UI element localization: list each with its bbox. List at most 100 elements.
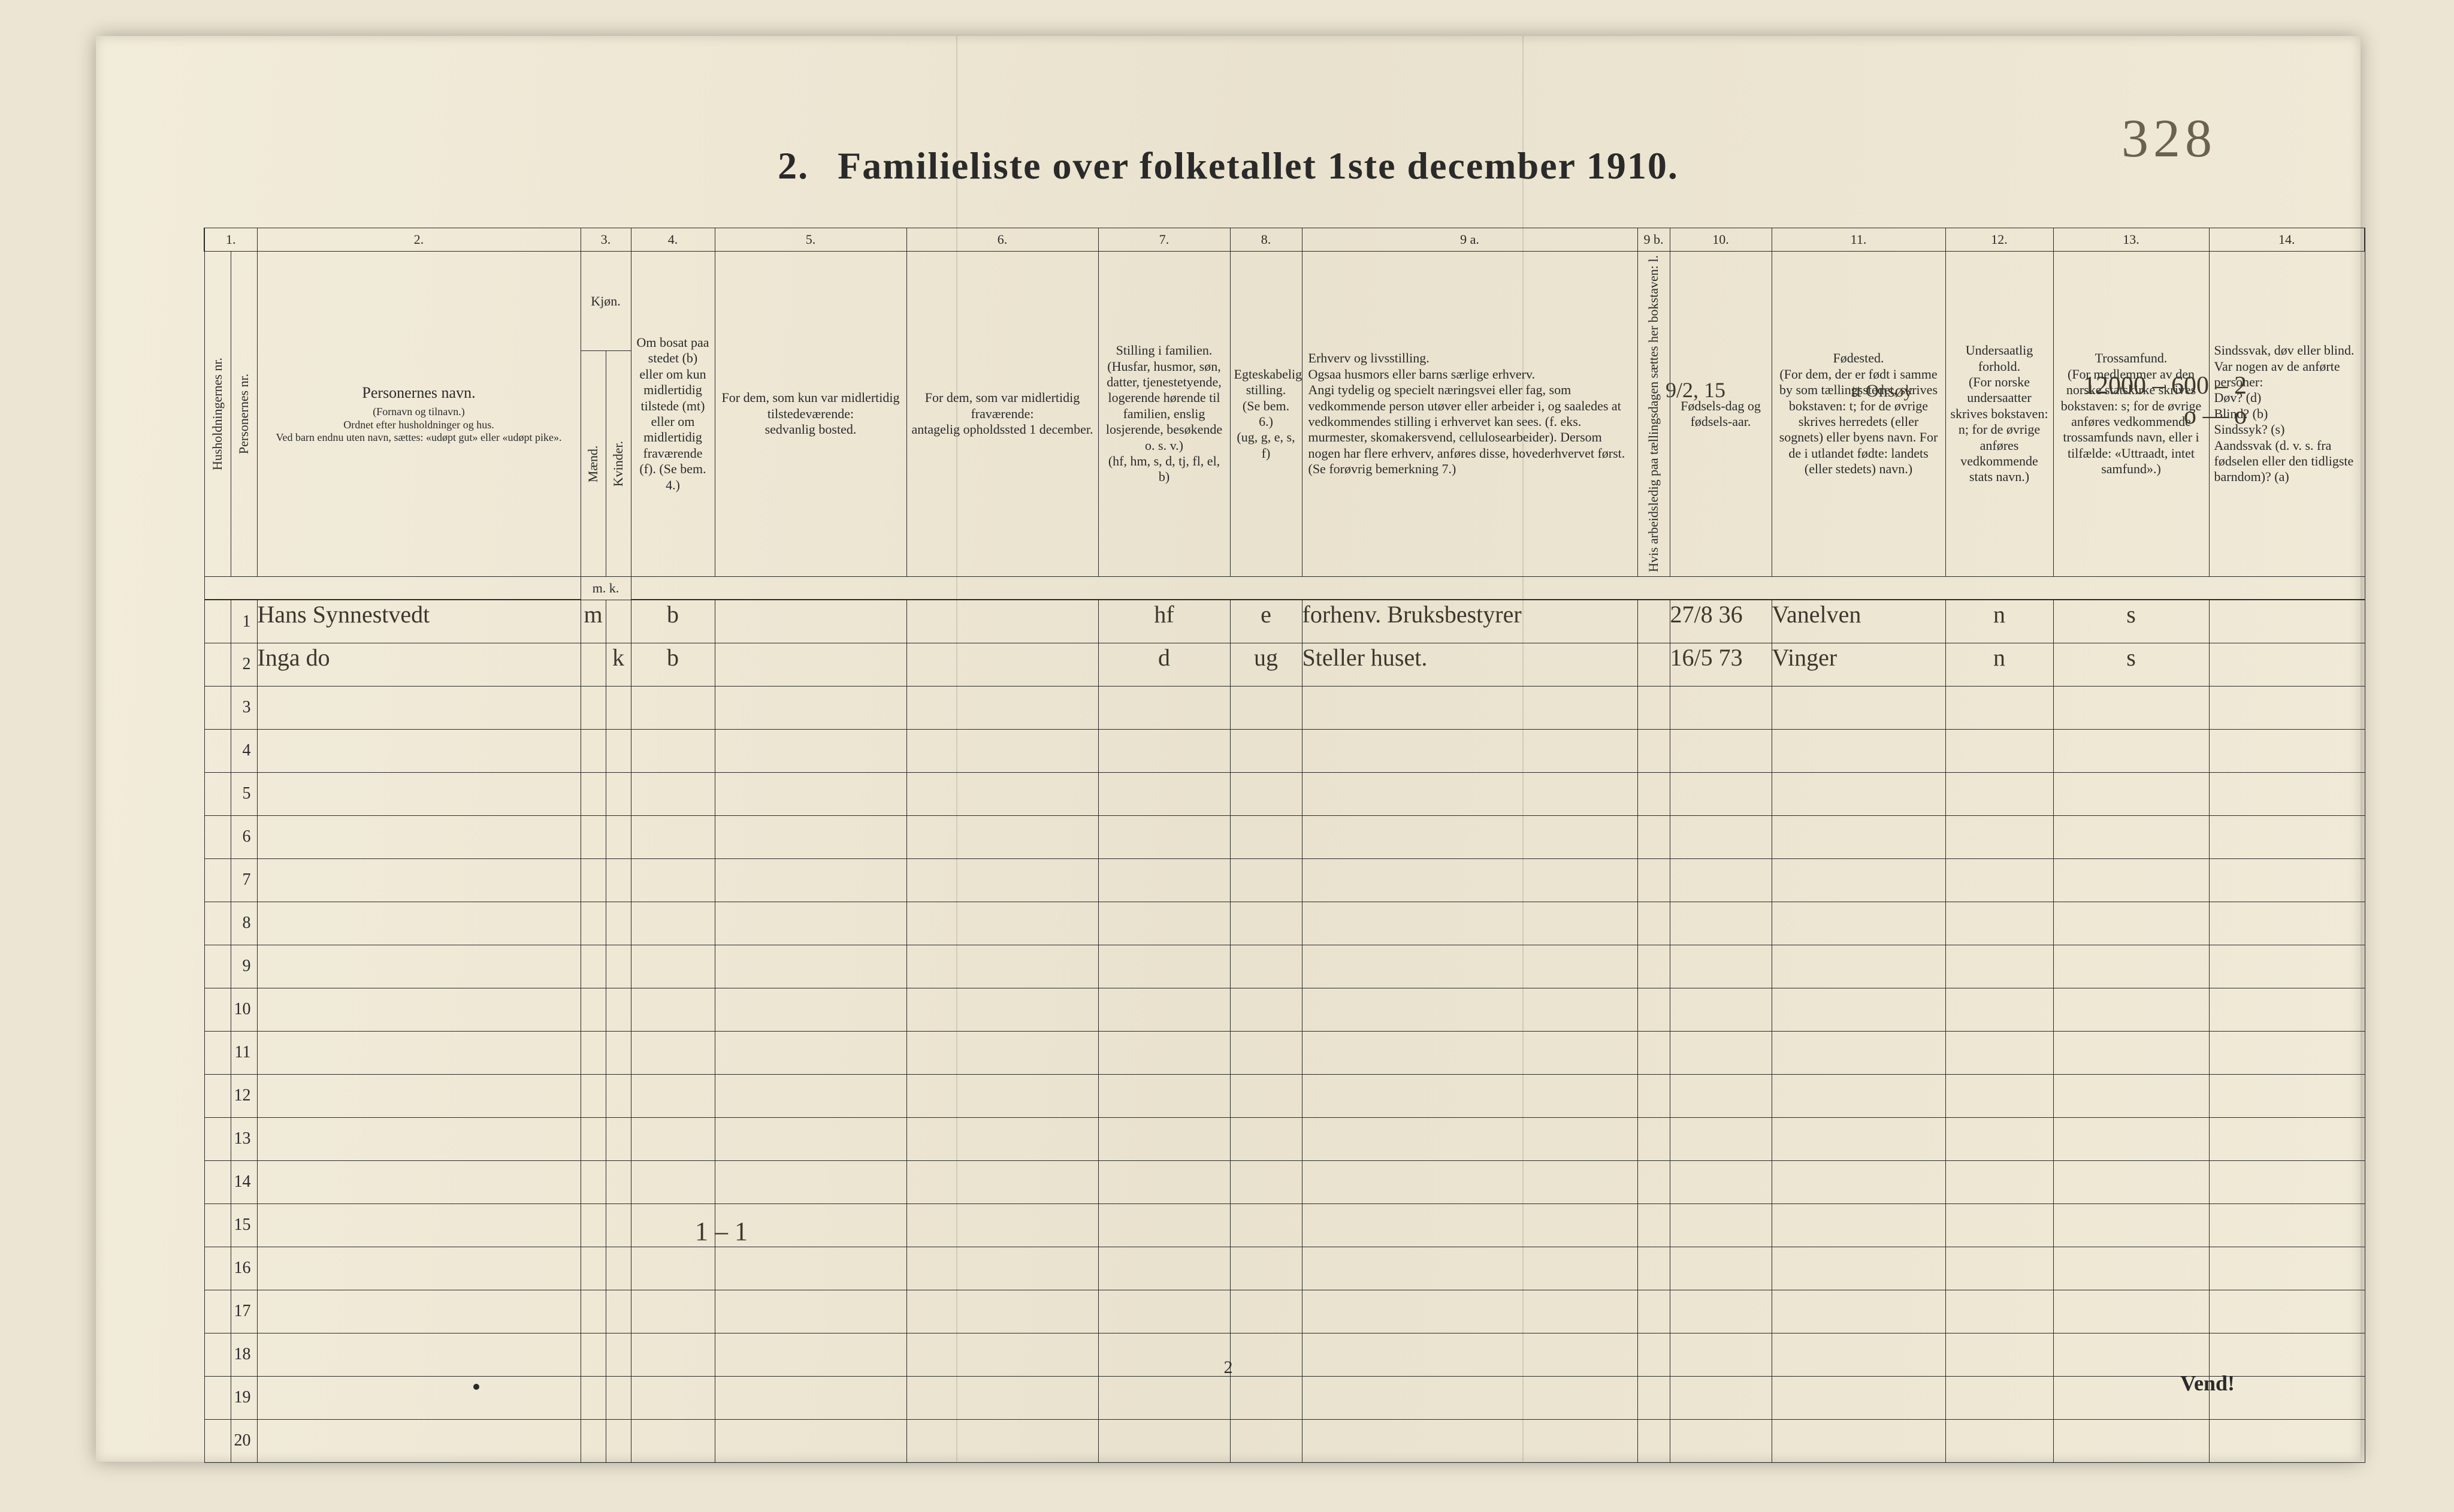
cell — [257, 945, 581, 988]
cell: 19 — [231, 1376, 257, 1419]
cell — [581, 902, 606, 945]
cell — [2053, 1117, 2209, 1160]
cell: k — [606, 643, 631, 686]
cell — [1670, 945, 1772, 988]
cell — [1945, 1203, 2053, 1247]
table-row: 4 — [204, 729, 2365, 772]
cell — [204, 1333, 231, 1376]
cell — [715, 729, 906, 772]
cell: s — [2053, 600, 2209, 643]
cell — [906, 1419, 1098, 1462]
cell — [715, 1333, 906, 1376]
cell: Vanelven — [1772, 600, 1945, 643]
cell — [1637, 1376, 1670, 1419]
cell — [1772, 1117, 1945, 1160]
cell — [1670, 988, 1772, 1031]
cell — [2209, 858, 2365, 902]
cell — [1772, 1290, 1945, 1333]
table-row: 16 — [204, 1247, 2365, 1290]
cell — [1230, 729, 1302, 772]
cell — [581, 1031, 606, 1074]
cell — [1302, 1376, 1637, 1419]
cell — [1637, 945, 1670, 988]
cell — [581, 1117, 606, 1160]
cell — [1098, 1031, 1230, 1074]
cell — [1637, 729, 1670, 772]
cell — [1772, 772, 1945, 815]
cell — [631, 945, 715, 988]
cell — [1230, 1333, 1302, 1376]
cell — [257, 1031, 581, 1074]
cell — [1945, 858, 2053, 902]
cell — [257, 1247, 581, 1290]
cell — [606, 1074, 631, 1117]
cell — [1230, 1376, 1302, 1419]
table-row: 8 — [204, 902, 2365, 945]
cell: n — [1945, 643, 2053, 686]
cell — [1302, 772, 1637, 815]
cell — [204, 902, 231, 945]
colnum: 11. — [1772, 228, 1945, 252]
cell — [581, 1290, 606, 1333]
cell — [1230, 1117, 1302, 1160]
cell — [581, 858, 606, 902]
cell — [1230, 858, 1302, 902]
cell — [1772, 729, 1945, 772]
cell — [715, 686, 906, 729]
cell — [2209, 1074, 2365, 1117]
cell — [1302, 1160, 1637, 1203]
document-page: 328 2. Familieliste over folketallet 1st… — [96, 36, 2361, 1462]
cell — [1230, 1419, 1302, 1462]
margin-annotation: o — o — [2184, 401, 2247, 430]
cell — [606, 729, 631, 772]
cell — [1302, 1419, 1637, 1462]
header-household-nr: Husholdningernes nr. — [204, 252, 231, 576]
cell — [2209, 729, 2365, 772]
cell — [1670, 686, 1772, 729]
cell — [581, 686, 606, 729]
cell: b — [631, 643, 715, 686]
cell — [906, 772, 1098, 815]
cell — [631, 858, 715, 902]
cell — [906, 600, 1098, 643]
cell — [1230, 686, 1302, 729]
cell — [1772, 858, 1945, 902]
cell — [581, 1376, 606, 1419]
cell — [1230, 815, 1302, 858]
cell — [2209, 1247, 2365, 1290]
cell — [1670, 1290, 1772, 1333]
cell — [257, 1290, 581, 1333]
cell — [906, 1031, 1098, 1074]
cell — [1670, 729, 1772, 772]
table-row: 12 — [204, 1074, 2365, 1117]
cell — [1637, 1247, 1670, 1290]
cell: n — [1945, 600, 2053, 643]
cell — [1772, 945, 1945, 988]
cell — [1945, 772, 2053, 815]
cell — [1098, 772, 1230, 815]
cell — [1302, 902, 1637, 945]
cell — [204, 729, 231, 772]
cell — [631, 729, 715, 772]
header-c12: Undersaatlig forhold. (For norske unders… — [1945, 252, 2053, 576]
cell — [1670, 1031, 1772, 1074]
cell — [715, 1074, 906, 1117]
colnum: 14. — [2209, 228, 2365, 252]
cell — [204, 815, 231, 858]
cell: e — [1230, 600, 1302, 643]
header-person-nr: Personernes nr. — [231, 252, 257, 576]
cell — [1098, 729, 1230, 772]
cell — [257, 988, 581, 1031]
colnum: 7. — [1098, 228, 1230, 252]
table-row: 18 — [204, 1333, 2365, 1376]
cell — [1945, 1376, 2053, 1419]
cell — [581, 729, 606, 772]
cell — [1098, 1333, 1230, 1376]
cell — [631, 815, 715, 858]
cell — [1098, 686, 1230, 729]
cell — [204, 1074, 231, 1117]
cell — [257, 772, 581, 815]
cell: 13 — [231, 1117, 257, 1160]
cell — [631, 1333, 715, 1376]
census-form-table: 1. 2. 3. 4. 5. 6. 7. 8. 9 a. 9 b. 10. 11… — [204, 228, 2365, 1463]
